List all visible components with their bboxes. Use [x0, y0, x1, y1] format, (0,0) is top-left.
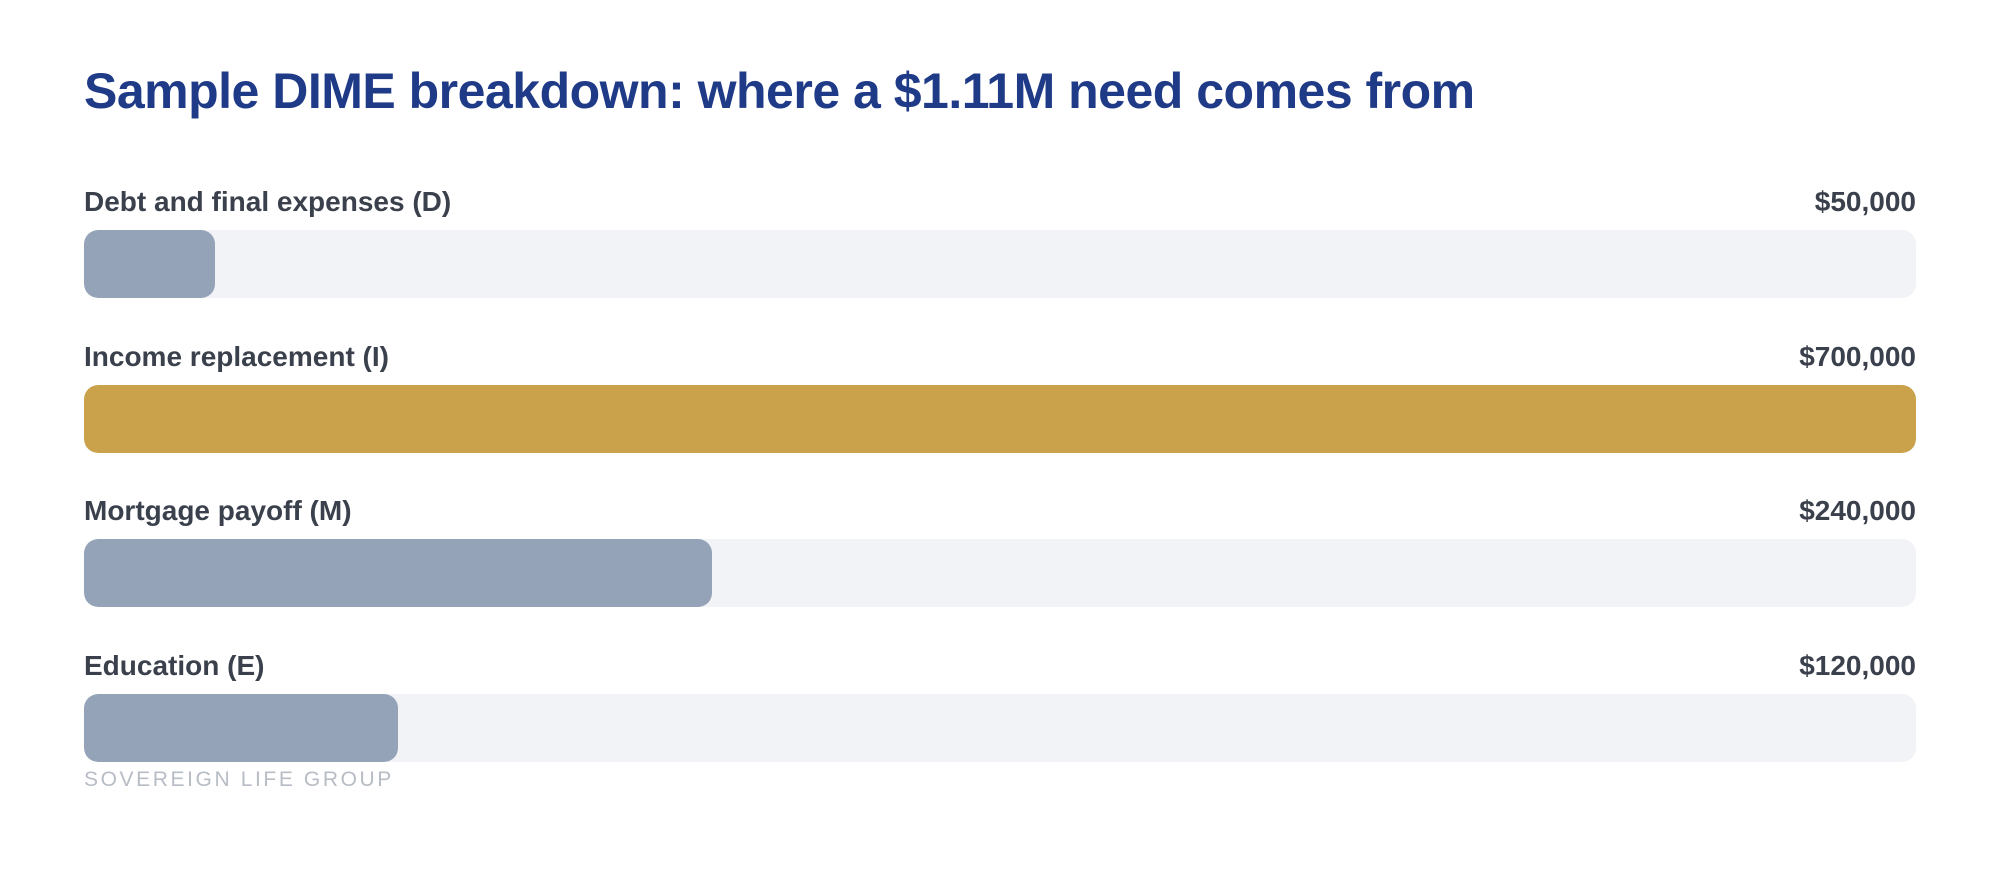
bar-row-header: Income replacement (I) $700,000: [84, 337, 1916, 377]
category-label: Income replacement (I): [84, 340, 389, 372]
bar-track: [84, 230, 1916, 298]
category-label: Debt and final expenses (D): [84, 186, 452, 217]
bar-track: [84, 539, 1916, 607]
bar: [84, 230, 215, 298]
bar-row-header: Debt and final expenses (D) $50,000: [84, 182, 1916, 222]
value-label: $50,000: [1814, 186, 1916, 217]
bar-track: [84, 384, 1916, 453]
value-label: $120,000: [1799, 649, 1916, 681]
bar-row: Debt and final expenses (D) $50,000: [84, 182, 1916, 337]
value-label: $240,000: [1799, 495, 1916, 526]
bar-row: Education (E) $120,000: [84, 646, 1916, 801]
bar-rows: Debt and final expenses (D) $50,000 Income…: [84, 182, 1916, 800]
chart-title: Sample DIME breakdown: where a $1.11M ne…: [84, 63, 1475, 119]
bar-row: Mortgage payoff (M) $240,000: [84, 491, 1916, 646]
bar: [84, 693, 398, 762]
bar: [84, 539, 712, 607]
brand-watermark: SOVEREIGN LIFE GROUP: [84, 768, 394, 791]
bar-row: Income replacement (I) $700,000: [84, 337, 1916, 492]
category-label: Mortgage payoff (M): [84, 495, 352, 526]
bar-track: [84, 693, 1916, 762]
bar-row-header: Education (E) $120,000: [84, 646, 1916, 686]
category-label: Education (E): [84, 649, 265, 681]
bar: [84, 384, 1916, 453]
value-label: $700,000: [1799, 340, 1916, 372]
bar-row-header: Mortgage payoff (M) $240,000: [84, 491, 1916, 531]
